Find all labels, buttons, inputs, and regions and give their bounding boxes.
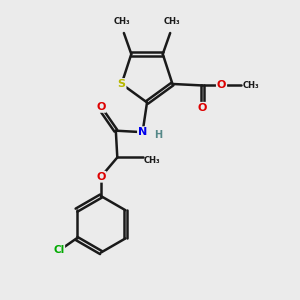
Text: S: S: [118, 79, 126, 89]
Text: CH₃: CH₃: [114, 17, 131, 26]
Text: O: O: [96, 172, 106, 182]
Text: CH₃: CH₃: [144, 157, 161, 166]
Text: O: O: [217, 80, 226, 90]
Text: N: N: [138, 127, 147, 137]
Text: H: H: [154, 130, 162, 140]
Text: CH₃: CH₃: [242, 81, 259, 90]
Text: O: O: [96, 102, 106, 112]
Text: O: O: [197, 103, 207, 113]
Text: Cl: Cl: [53, 245, 64, 255]
Text: CH₃: CH₃: [163, 17, 180, 26]
